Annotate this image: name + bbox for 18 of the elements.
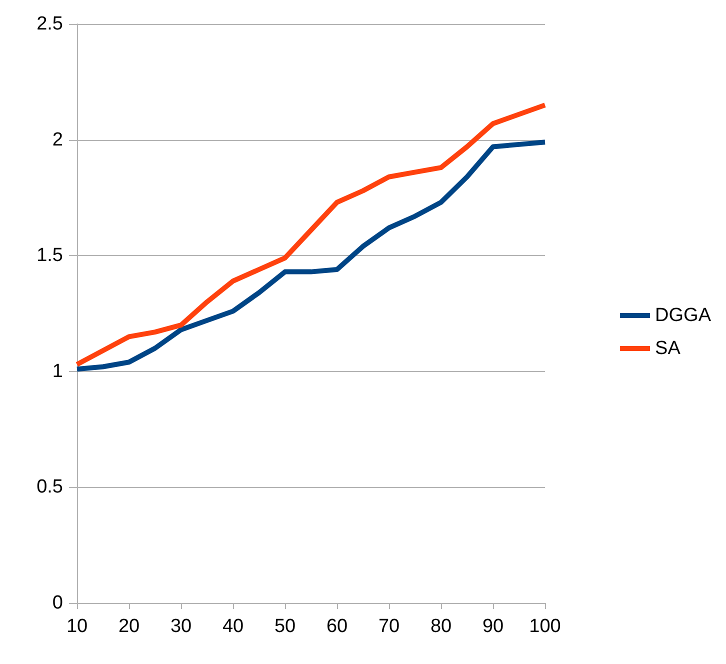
y-tick-label: 2.5	[36, 14, 63, 34]
y-tick-label: 1.5	[36, 245, 63, 266]
x-tick-label: 100	[529, 616, 561, 637]
x-tick-label: 10	[66, 616, 88, 637]
x-tick-label: 80	[430, 616, 452, 637]
y-tick-label: 2	[52, 129, 63, 150]
x-tick-label: 90	[482, 616, 504, 637]
x-tick-label: 70	[378, 616, 400, 637]
x-tick-label: 60	[326, 616, 348, 637]
y-tick-label: 0	[52, 592, 63, 614]
x-tick-label: 40	[222, 616, 244, 637]
legend-label: DGGA	[655, 305, 712, 326]
legend-label: SA	[655, 338, 681, 359]
x-tick-label: 50	[274, 616, 296, 637]
x-tick-label: 30	[170, 616, 192, 637]
y-tick-label: 1	[52, 360, 63, 382]
y-tick-label: 0.5	[36, 476, 63, 498]
x-tick-label: 20	[118, 616, 140, 637]
